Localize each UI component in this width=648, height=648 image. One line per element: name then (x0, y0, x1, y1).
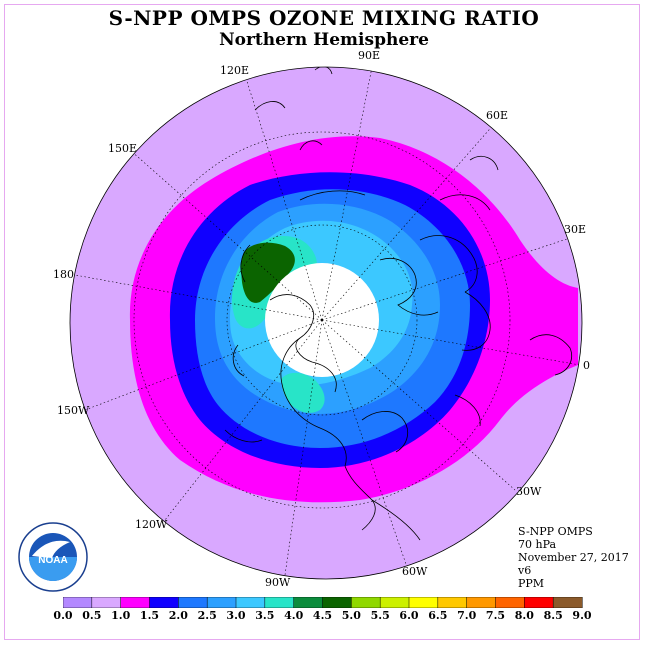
lon-label-30w: 30W (516, 485, 542, 498)
info-level: 70 hPa (518, 538, 557, 551)
lon-label-90w: 90W (265, 576, 291, 589)
colorbar-tick-label: 6.0 (399, 609, 419, 622)
colorbar-tick-label: 0.0 (53, 609, 73, 622)
lon-label-120e: 120E (220, 64, 250, 77)
colorbar-swatch (437, 597, 468, 608)
info-instrument: S-NPP OMPS (518, 525, 593, 538)
colorbar-swatch (264, 597, 295, 608)
colorbar-swatch (149, 597, 179, 608)
colorbar-tick-label: 4.5 (312, 609, 333, 622)
info-block: S-NPP OMPS 70 hPa November 27, 2017 v6 P… (518, 525, 629, 590)
colorbar-tick-label: 2.5 (197, 609, 217, 622)
lon-label-90e: 90E (358, 49, 381, 62)
colorbar-swatch (293, 597, 324, 608)
map-boundary (69, 66, 583, 580)
colorbar-tick-label: 2.0 (168, 609, 188, 622)
graticule (74, 67, 581, 576)
page-title: S-NPP OMPS OZONE MIXING RATIO (108, 6, 540, 30)
noaa-logo: NOAA (18, 522, 88, 592)
colorbar-tick-label: 1.5 (139, 609, 160, 622)
colorbar-swatch (524, 597, 554, 608)
colorbar-tick-label: 3.0 (226, 609, 246, 622)
colorbar-tick-label: 0.5 (82, 609, 102, 622)
coastlines (224, 67, 572, 541)
lon-label-30e: 30E (564, 223, 587, 236)
info-units: PPM (518, 577, 545, 590)
colorbar-swatch (120, 597, 151, 608)
colorbar-swatch (379, 597, 410, 608)
colorbar-tick-label: 3.5 (255, 609, 275, 622)
colorbar-swatch (408, 597, 439, 608)
colorbar-tick-label: 8.0 (514, 609, 534, 622)
colorbar-swatch (552, 597, 583, 608)
colorbar-tick-label: 5.5 (370, 609, 390, 622)
lon-label-180: 180 (53, 268, 74, 281)
colorbar-tick-label: 9.0 (572, 609, 592, 622)
image-frame (4, 4, 640, 640)
colorbar-swatch (495, 597, 525, 608)
colorbar-swatch (322, 597, 352, 608)
colorbar-tick-label: 5.0 (341, 609, 361, 622)
colorbar-tick-label: 1.0 (111, 609, 131, 622)
colorbar-tick-label: 7.0 (457, 609, 477, 622)
colorbar-swatch (178, 597, 208, 608)
noaa-logo-text: NOAA (38, 555, 67, 566)
info-date: November 27, 2017 (518, 551, 629, 564)
colorbar-swatch (206, 597, 237, 608)
colorbar-swatch (351, 597, 381, 608)
colorbar-tick-label: 6.5 (428, 609, 448, 622)
page-subtitle: Northern Hemisphere (219, 30, 429, 50)
lon-label-60e: 60E (486, 109, 509, 122)
colorbar-tick-label: 7.5 (485, 609, 506, 622)
lon-label-60w: 60W (402, 565, 428, 578)
lon-label-150e: 150E (108, 142, 138, 155)
colorbar-tick-label: 4.0 (284, 609, 304, 622)
lon-label-150w: 150W (57, 404, 90, 417)
colorbar (63, 597, 583, 608)
dark-green-region (241, 242, 295, 303)
colorbar-swatch (91, 597, 122, 608)
colorbar-swatch (63, 597, 93, 608)
colorbar-tick-label: 8.5 (543, 609, 563, 622)
lon-label-0: 0 (583, 359, 590, 372)
colorbar-swatch (466, 597, 497, 608)
colorbar-swatch (235, 597, 266, 608)
info-version: v6 (518, 564, 532, 577)
cyan-region-south (281, 372, 325, 413)
lon-label-120w: 120W (135, 518, 168, 531)
